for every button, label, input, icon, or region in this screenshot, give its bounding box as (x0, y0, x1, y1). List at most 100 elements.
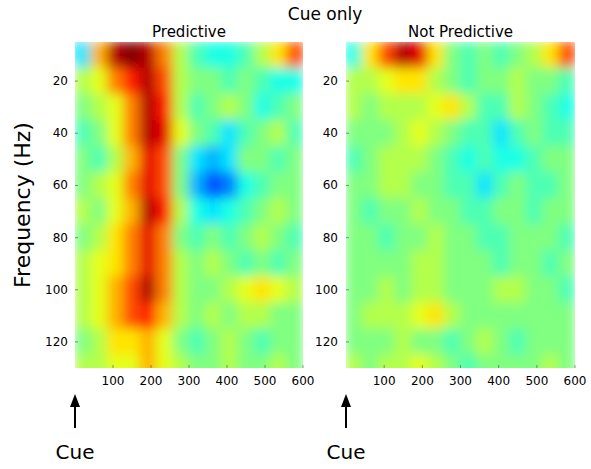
cell (525, 224, 542, 251)
cell (444, 328, 461, 355)
cell (270, 146, 287, 173)
cell (346, 354, 363, 368)
cell (188, 250, 205, 277)
cell (172, 224, 189, 251)
cell (91, 42, 108, 69)
cell (460, 146, 477, 173)
cell (107, 198, 124, 225)
y-tick (346, 237, 349, 238)
cell (123, 354, 140, 368)
cell (123, 250, 140, 277)
cell (286, 68, 303, 95)
cell (493, 68, 510, 95)
cell (346, 276, 363, 303)
cell (205, 276, 222, 303)
cell (542, 250, 559, 277)
cell (378, 224, 395, 251)
cell (91, 250, 108, 277)
y-tick-label: 120 (315, 335, 338, 349)
cell (221, 94, 238, 121)
y-tick (75, 289, 78, 290)
cell (286, 42, 303, 69)
cell (346, 250, 363, 277)
cell (558, 42, 575, 69)
cell (140, 354, 157, 368)
cell (221, 42, 238, 69)
cell (378, 94, 395, 121)
x-tick-label: 500 (525, 374, 548, 388)
cell (237, 224, 254, 251)
cell (476, 302, 493, 329)
cell (378, 120, 395, 147)
cell (107, 354, 124, 368)
cell (378, 146, 395, 173)
cell (237, 146, 254, 173)
cell (558, 172, 575, 199)
cell (525, 302, 542, 329)
cell (395, 276, 412, 303)
cell (156, 198, 173, 225)
cell (411, 198, 428, 225)
cell (188, 198, 205, 225)
cell (346, 172, 363, 199)
cell (558, 328, 575, 355)
cell (460, 224, 477, 251)
cell (460, 198, 477, 225)
cell (156, 146, 173, 173)
cell (254, 172, 271, 199)
x-tick (151, 365, 152, 368)
heatmap-cells (75, 42, 303, 368)
cell (395, 198, 412, 225)
cell (427, 68, 444, 95)
cell (525, 42, 542, 69)
y-tick-label: 40 (323, 126, 338, 140)
figure: Cue onlyPredictive1002003004005006002040… (0, 0, 591, 469)
x-tick-label: 300 (449, 374, 472, 388)
cell (444, 94, 461, 121)
y-tick (346, 289, 349, 290)
cell (270, 198, 287, 225)
y-tick (346, 341, 349, 342)
cell (140, 198, 157, 225)
cell (542, 328, 559, 355)
cell (362, 94, 379, 121)
cell (172, 146, 189, 173)
cell (205, 68, 222, 95)
cell (493, 120, 510, 147)
cell (140, 172, 157, 199)
cell (346, 42, 363, 69)
cell (221, 354, 238, 368)
cell (156, 42, 173, 69)
cell (444, 198, 461, 225)
cell (91, 328, 108, 355)
cell (254, 94, 271, 121)
cell (362, 146, 379, 173)
cell (237, 302, 254, 329)
cell (346, 68, 363, 95)
panel-title: Predictive (152, 23, 226, 41)
x-tick (575, 365, 576, 368)
cell (172, 68, 189, 95)
cell (476, 94, 493, 121)
cell (286, 94, 303, 121)
cell (411, 250, 428, 277)
cell (542, 42, 559, 69)
x-tick-label: 400 (487, 374, 510, 388)
cell (411, 68, 428, 95)
x-tick (422, 365, 423, 368)
cell (123, 42, 140, 69)
cell (270, 276, 287, 303)
cell (346, 302, 363, 329)
cell (75, 302, 92, 329)
cell (91, 276, 108, 303)
cell (75, 42, 92, 69)
cell (172, 172, 189, 199)
cell (493, 250, 510, 277)
cell (542, 354, 559, 368)
cell (237, 68, 254, 95)
y-tick-label: 100 (315, 283, 338, 297)
cell (493, 354, 510, 368)
cell (542, 198, 559, 225)
cell (107, 120, 124, 147)
cell (460, 172, 477, 199)
